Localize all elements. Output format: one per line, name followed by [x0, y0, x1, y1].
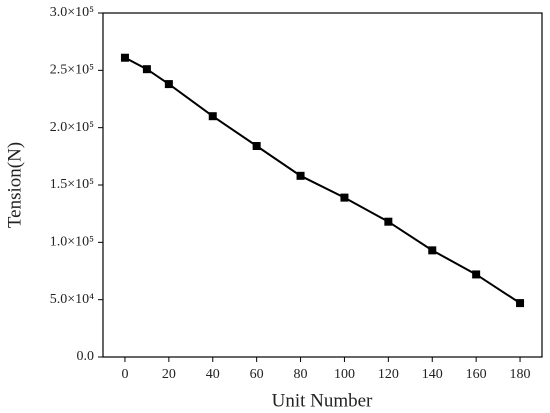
x-tick-label: 0 — [121, 367, 128, 382]
marker — [252, 142, 261, 151]
x-axis-title: Unit Number — [272, 390, 373, 411]
x-tick-label: 20 — [162, 367, 176, 382]
x-tick-label: 140 — [422, 367, 443, 382]
marker — [516, 299, 525, 308]
marker — [120, 53, 129, 62]
marker — [428, 246, 437, 255]
x-tick-label: 180 — [510, 367, 531, 382]
y-tick-label: 2.0×10⁵ — [50, 120, 94, 135]
marker — [340, 193, 349, 202]
marker — [296, 171, 305, 180]
x-tick-label: 40 — [206, 367, 220, 382]
x-tick-label: 120 — [378, 367, 399, 382]
marker — [472, 270, 481, 279]
y-tick-label: 1.5×10⁵ — [50, 177, 94, 192]
plot-frame — [102, 12, 543, 358]
y-tick-label: 1.0×10⁵ — [50, 235, 94, 250]
y-tick-label: 0.0 — [77, 349, 95, 364]
y-tick-label: 2.5×10⁵ — [50, 63, 94, 78]
y-tick-label: 5.0×10⁴ — [50, 292, 94, 307]
marker — [384, 217, 393, 226]
x-tick-label: 100 — [334, 367, 355, 382]
y-axis-title: Tension(N) — [4, 142, 25, 228]
x-tick-label: 80 — [294, 367, 308, 382]
y-tick-label: 3.0×10⁵ — [50, 5, 94, 20]
marker — [164, 80, 173, 89]
x-tick-label: 60 — [250, 367, 264, 382]
x-tick-label: 160 — [466, 367, 487, 382]
marker — [208, 112, 217, 121]
marker — [142, 65, 151, 74]
line — [124, 56, 521, 304]
